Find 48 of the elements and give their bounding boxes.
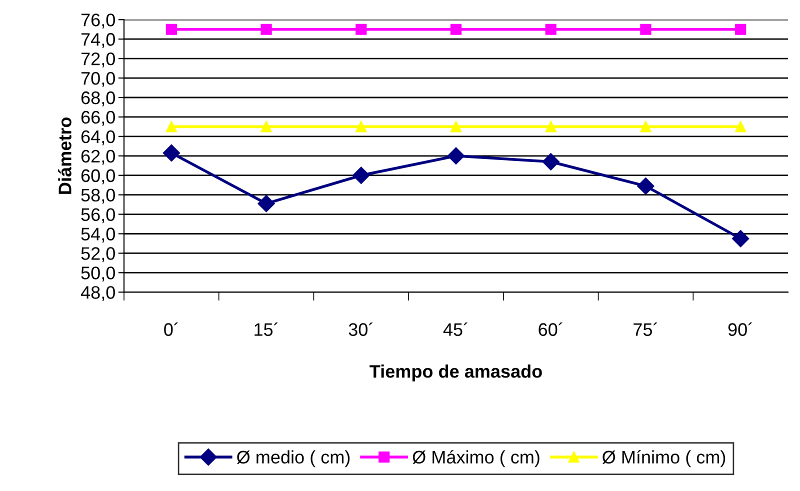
y-tick-label: 62,0 (81, 150, 115, 165)
x-tick-label: 60´ (538, 322, 562, 336)
y-tick-label: 70,0 (81, 72, 115, 87)
x-axis-title: Tiempo de amasado (370, 364, 542, 382)
y-tick-label: 60,0 (81, 169, 115, 184)
point (732, 230, 750, 248)
point (545, 121, 556, 132)
point (450, 24, 462, 35)
y-tick-label: 50,0 (81, 266, 115, 282)
x-tick-label: 30´ (348, 322, 373, 336)
point (735, 121, 746, 132)
point (545, 24, 556, 35)
y-tick-label: 74,0 (81, 33, 115, 48)
x-tick-label: 90´ (728, 322, 752, 336)
legend-label: Ø Máximo ( cm) (412, 450, 540, 468)
legend-label: Ø Mínimo ( cm) (602, 450, 726, 468)
point (447, 147, 465, 164)
point (258, 195, 275, 212)
point (166, 24, 177, 35)
x-tick-label: 45´ (443, 322, 468, 336)
y-tick-label: 68,0 (81, 91, 115, 106)
point (450, 121, 462, 132)
y-tick-label: 64,0 (81, 130, 115, 146)
point (640, 24, 652, 35)
y-axis-title: Diámetro (58, 117, 72, 194)
point (260, 24, 272, 35)
point (542, 153, 560, 170)
y-tick-label: 66,0 (81, 110, 115, 126)
point (637, 178, 654, 195)
y-tick-label: 54,0 (81, 228, 115, 243)
point (735, 24, 746, 35)
point (640, 121, 652, 132)
y-tick-label: 52,0 (81, 247, 115, 262)
point (356, 24, 367, 35)
y-tick-label: 48,0 (80, 286, 115, 301)
y-tick-label: 72,0 (81, 52, 115, 68)
y-tick-label: 58,0 (81, 188, 115, 204)
y-tick-label: 76,0 (81, 14, 115, 28)
y-tick-label: 56,0 (81, 208, 115, 224)
point (260, 121, 272, 132)
legend-label: Ø medio ( cm) (236, 450, 350, 468)
x-tick-label: 0´ (164, 322, 178, 336)
point (356, 121, 367, 132)
x-tick-label: 15´ (254, 322, 278, 336)
point (166, 121, 177, 132)
x-tick-label: 75´ (634, 322, 658, 336)
point (162, 144, 180, 162)
point (352, 166, 370, 184)
